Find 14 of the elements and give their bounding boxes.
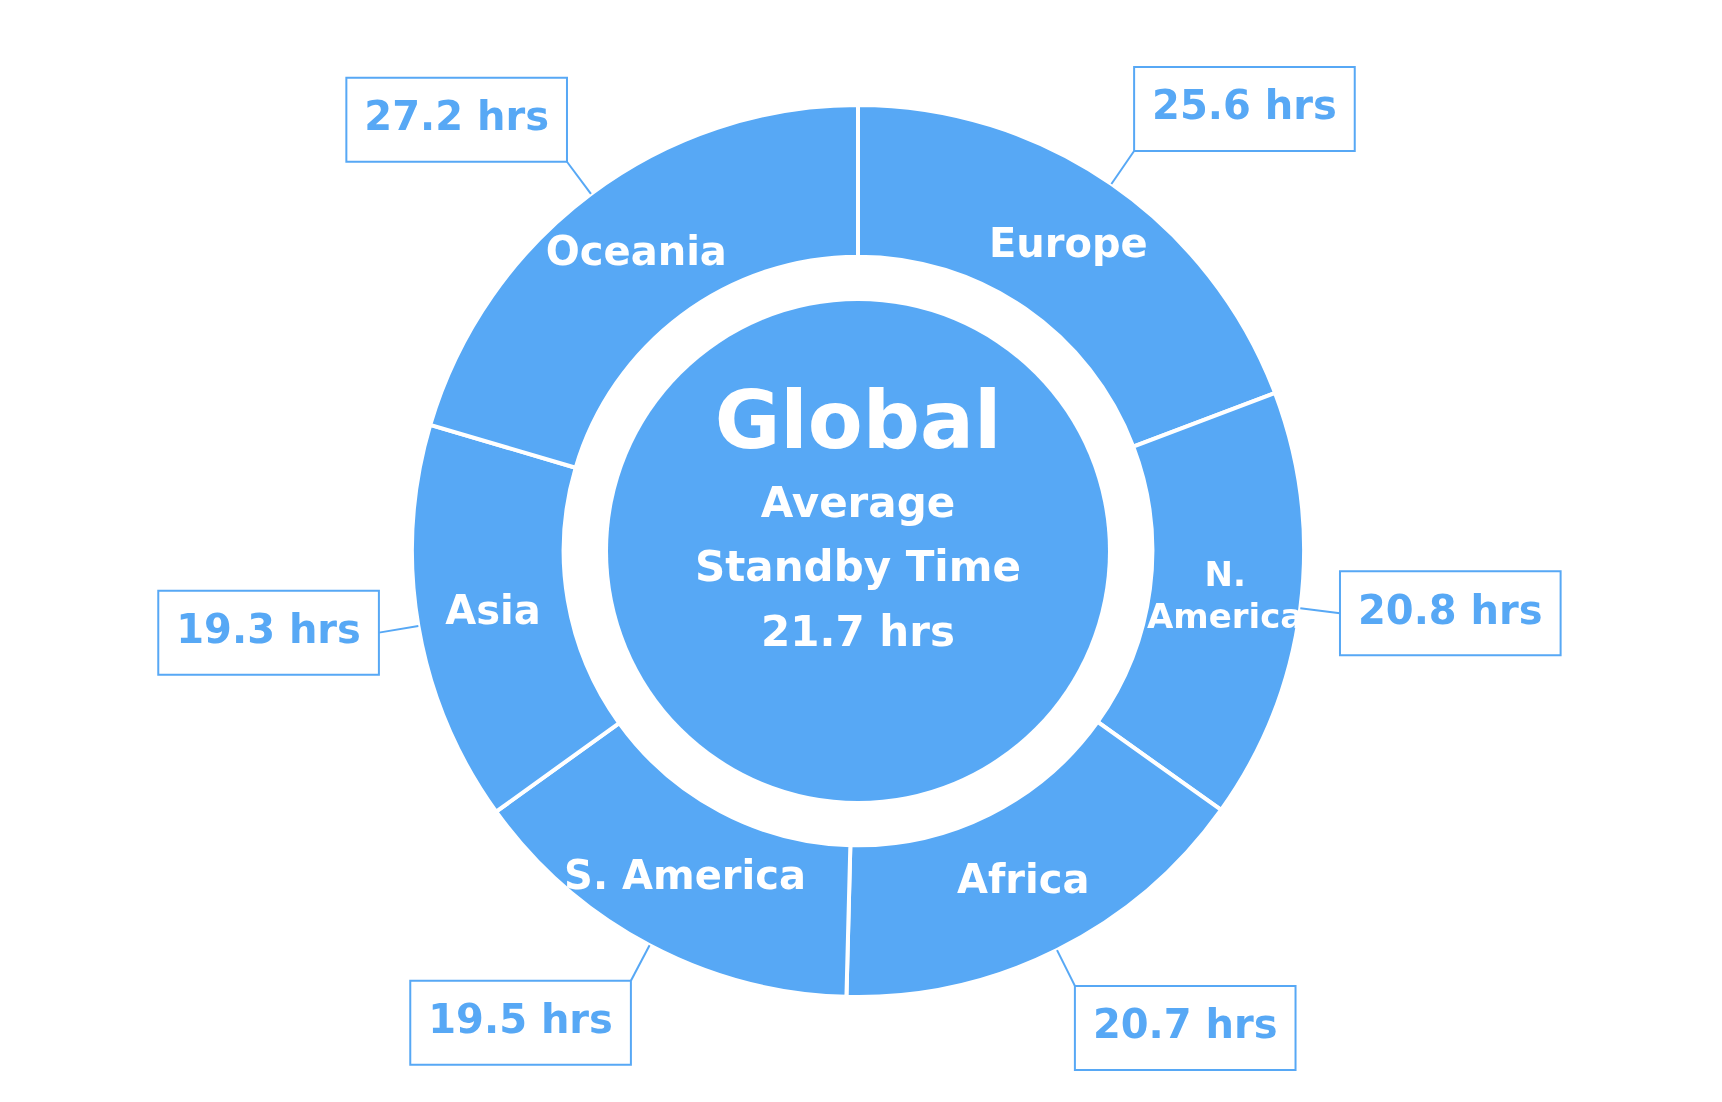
- data-label: 25.6 hrs: [1152, 82, 1337, 129]
- text: Average Standby Time: [694, 477, 1022, 593]
- data-label: 20.8 hrs: [1357, 586, 1543, 633]
- text: Global: [713, 373, 1003, 469]
- slice-label: Europe: [988, 219, 1148, 266]
- data-label: 27.2 hrs: [364, 93, 549, 140]
- data-label: 20.7 hrs: [1092, 1001, 1278, 1048]
- slice-label: S. America: [564, 851, 806, 898]
- data-label: 19.5 hrs: [428, 996, 613, 1043]
- slice-label: Asia: [445, 586, 541, 633]
- data-label: 19.3 hrs: [176, 606, 361, 653]
- slice-label: Oceania: [545, 227, 727, 274]
- slice-label: Africa: [956, 855, 1090, 902]
- text: 21.7 hrs: [760, 606, 956, 658]
